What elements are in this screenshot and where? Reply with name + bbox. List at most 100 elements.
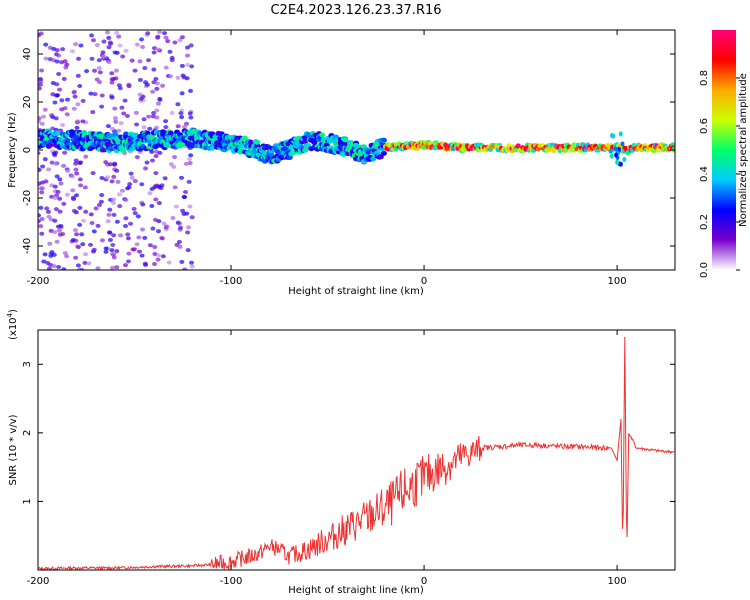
heatmap-cell xyxy=(64,112,70,117)
heatmap-cell xyxy=(132,179,138,184)
heatmap-cell xyxy=(130,247,136,252)
heatmap-cell xyxy=(79,232,85,237)
heatmap-cell xyxy=(60,122,66,127)
heatmap-cell xyxy=(162,31,168,36)
heatmap-cell xyxy=(188,88,194,93)
heatmap-cell xyxy=(106,35,112,40)
heatmap-cell xyxy=(44,206,50,211)
heatmap-cell xyxy=(49,113,55,118)
heatmap-cell xyxy=(111,233,117,238)
heatmap-cell xyxy=(54,93,60,98)
heatmap-cell xyxy=(112,116,118,121)
heatmap-cell xyxy=(187,157,193,162)
heatmap-cell xyxy=(64,62,70,67)
heatmap-cell xyxy=(76,56,82,61)
heatmap-cell xyxy=(74,125,80,130)
heatmap-cell xyxy=(146,58,152,63)
x-tick-label: -100 xyxy=(220,576,243,587)
heatmap-cell xyxy=(39,190,45,195)
heatmap-cell xyxy=(55,189,61,194)
heatmap-cell xyxy=(134,155,140,160)
heatmap-cell xyxy=(154,125,160,130)
heatmap-cell xyxy=(61,76,67,81)
snr-panel: -200 -100 0 100 1 2 3 Height of straight line… xyxy=(6,309,676,596)
y-tick-label: 1 xyxy=(22,498,33,504)
colorbar-tick-label: 0.4 xyxy=(699,166,710,182)
heatmap-cell xyxy=(185,53,191,58)
heatmap-cell xyxy=(109,80,115,85)
heatmap-cell xyxy=(109,71,115,76)
heatmap-cell xyxy=(91,247,97,252)
y-tick-label: 2 xyxy=(22,430,33,436)
heatmap-cell xyxy=(46,214,52,219)
heatmap-cell xyxy=(53,116,59,121)
heatmap-cell xyxy=(38,151,41,156)
heatmap-cell xyxy=(73,167,79,172)
heatmap-cell xyxy=(119,147,126,153)
heatmap-cell xyxy=(118,233,124,238)
heatmap-cell xyxy=(187,111,193,116)
heatmap-cell xyxy=(182,125,188,130)
heatmap-cell xyxy=(77,84,83,89)
heatmap-cell xyxy=(59,107,65,112)
heatmap-cell xyxy=(168,74,174,79)
heatmap-cell xyxy=(103,249,109,254)
heatmap-y-ticks: -40 -20 0 20 40 xyxy=(22,48,675,254)
heatmap-cell xyxy=(167,130,174,136)
heatmap-cell xyxy=(123,197,129,202)
heatmap-cell xyxy=(149,203,155,208)
x-tick-label: 0 xyxy=(421,576,427,587)
heatmap-cell xyxy=(46,167,52,172)
heatmap-cell xyxy=(112,131,119,137)
heatmap-cell xyxy=(110,252,116,257)
heatmap-cell xyxy=(138,96,144,101)
heatmap-cell xyxy=(75,73,81,78)
heatmap-cell xyxy=(109,179,115,184)
heatmap-cell xyxy=(178,225,184,230)
heatmap-cell xyxy=(90,171,96,176)
heatmap-cell xyxy=(139,253,145,258)
heatmap-cell xyxy=(38,205,44,210)
heatmap-cell xyxy=(179,175,185,180)
snr-scale-close: ) xyxy=(8,309,19,313)
heatmap-cell xyxy=(175,75,181,80)
heatmap-cell xyxy=(54,48,60,53)
heatmap-cell xyxy=(155,47,161,52)
heatmap-cell xyxy=(69,174,75,179)
heatmap-cell xyxy=(184,76,190,81)
heatmap-cell xyxy=(43,42,49,47)
heatmap-cell xyxy=(83,252,89,257)
heatmap-cell xyxy=(98,199,104,204)
heatmap-cell xyxy=(39,121,45,126)
y-tick-label: 3 xyxy=(22,361,33,367)
heatmap-cell xyxy=(106,212,112,217)
heatmap-cell xyxy=(187,161,193,166)
heatmap-cell xyxy=(99,93,105,98)
heatmap-cell xyxy=(185,62,191,67)
heatmap-cell xyxy=(112,161,118,166)
heatmap-cell xyxy=(73,158,79,163)
heatmap-cell xyxy=(128,171,134,176)
heatmap-cell xyxy=(46,266,52,270)
heatmap-cell xyxy=(156,229,162,234)
heatmap-cell xyxy=(171,164,177,169)
heatmap-cell xyxy=(42,252,48,257)
heatmap-cell xyxy=(110,243,116,248)
heatmap-cell xyxy=(188,43,194,48)
heatmap-cell xyxy=(123,48,129,53)
heatmap-cell xyxy=(116,192,122,197)
heatmap-cell xyxy=(65,97,71,102)
heatmap-cell xyxy=(62,59,68,64)
heatmap-cell xyxy=(609,153,614,159)
heatmap-x-label: Height of straight line (km) xyxy=(288,286,424,297)
heatmap-cell xyxy=(177,38,183,43)
heatmap-cell xyxy=(106,45,112,50)
heatmap-cell xyxy=(117,43,123,48)
heatmap-cell xyxy=(80,119,86,124)
heatmap-cell xyxy=(608,148,613,154)
heatmap-cell xyxy=(107,162,113,167)
heatmap-cell xyxy=(83,209,89,214)
heatmap-cell xyxy=(73,255,79,260)
heatmap-cell xyxy=(137,92,143,97)
